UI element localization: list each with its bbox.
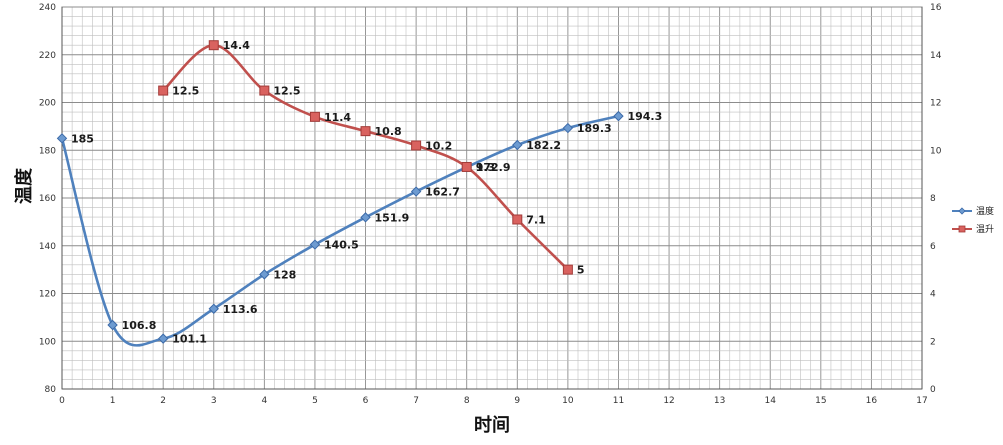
data-point-square [259,85,270,96]
data-label: 10.8 [375,125,402,138]
y-tick-label: 120 [39,290,56,300]
legend-marker-square [958,225,966,233]
x-tick-label: 11 [613,396,624,406]
data-point-diamond [107,319,118,331]
data-label: 106.8 [122,319,157,332]
data-label: 11.4 [324,111,351,124]
x-tick-label: 4 [261,396,267,406]
y2-tick-label: 6 [930,242,936,252]
data-label: 12.5 [273,85,300,98]
data-label: 113.6 [223,303,258,316]
data-label: 128 [273,268,296,281]
legend-label: 温升 [976,224,994,235]
data-label: 194.3 [627,110,662,123]
data-label: 14.4 [223,39,250,52]
data-point-diamond [613,110,624,122]
legend-marker-diamond [958,207,966,215]
data-label: 182.2 [526,139,561,152]
data-label: 140.5 [324,239,359,252]
y2-tick-label: 0 [930,385,936,395]
y2-tick-label: 12 [930,99,941,109]
x-tick-label: 13 [714,396,725,406]
y2-tick-label: 4 [930,290,936,300]
grid [61,6,923,390]
data-point-square [158,85,169,96]
data-point-square [562,264,573,275]
series-lines [56,40,624,347]
y-tick-label: 200 [39,99,56,109]
x-tick-label: 12 [663,396,674,406]
data-labels: 185 106.8 101.1 113.6 128 140.5 151.9 162.7 172.… [71,39,662,345]
x-tick-label: 16 [866,396,878,406]
data-label: 101.1 [172,333,207,346]
data-label: 151.9 [375,211,410,224]
y-tick-label: 80 [45,385,57,395]
y-tick-label: 160 [39,194,56,204]
x-tick-label: 0 [59,396,65,406]
data-point-diamond [259,269,270,280]
x-tick-label: 5 [312,396,318,406]
x-tick-label: 9 [514,396,520,406]
data-point-square [360,126,371,137]
x-tick-label: 10 [562,396,574,406]
y2-tick-label: 2 [930,337,936,347]
y2-tick-label: 10 [930,146,942,156]
y-tick-label: 180 [39,146,56,156]
data-point-diamond [157,333,169,344]
data-label: 185 [71,132,94,145]
data-point-diamond [512,139,523,151]
y2-tick-label: 16 [930,3,942,13]
data-point-square [309,111,320,122]
y-tick-label: 100 [39,337,56,347]
data-label: 162.7 [425,186,460,199]
y2-tick-label: 14 [930,51,942,61]
y-tick-label: 140 [39,242,56,252]
legend-label: 温度 [976,205,994,217]
data-point-diamond [309,239,321,250]
x-tick-label: 6 [363,396,369,406]
x-tick-label: 3 [211,396,217,406]
data-label: 9.3 [476,161,496,174]
y-axis-title: 温度 [13,167,35,204]
x-tick-label: 8 [464,396,470,406]
data-point-square [512,214,523,225]
data-point-diamond [410,186,422,197]
data-label: 5 [577,264,585,277]
data-label: 189.3 [577,122,612,135]
data-point-square [461,161,472,172]
data-point-diamond [562,122,574,134]
x-tick-label: 15 [815,396,826,406]
data-point-diamond [208,303,219,314]
axes: 0 1 2 3 4 5 6 7 8 9 10 11 12 13 14 15 16 1780100120140160… [39,3,942,406]
data-point-square [411,140,422,151]
data-point-diamond [360,212,371,223]
x-tick-label: 14 [765,396,777,406]
x-tick-label: 7 [413,396,419,406]
data-label: 7.1 [526,213,546,226]
data-label: 172.9 [476,161,511,174]
y2-tick-label: 8 [930,194,936,204]
x-tick-label: 2 [160,396,166,406]
x-axis-title: 时间 [474,415,510,436]
y-tick-label: 220 [39,51,56,61]
data-label: 12.5 [172,85,199,98]
data-label: 10.2 [425,139,452,152]
x-tick-label: 1 [110,396,116,406]
y-tick-label: 240 [39,3,56,13]
data-point-diamond [56,133,68,144]
data-point-square [208,40,219,51]
x-tick-label: 17 [916,396,927,406]
